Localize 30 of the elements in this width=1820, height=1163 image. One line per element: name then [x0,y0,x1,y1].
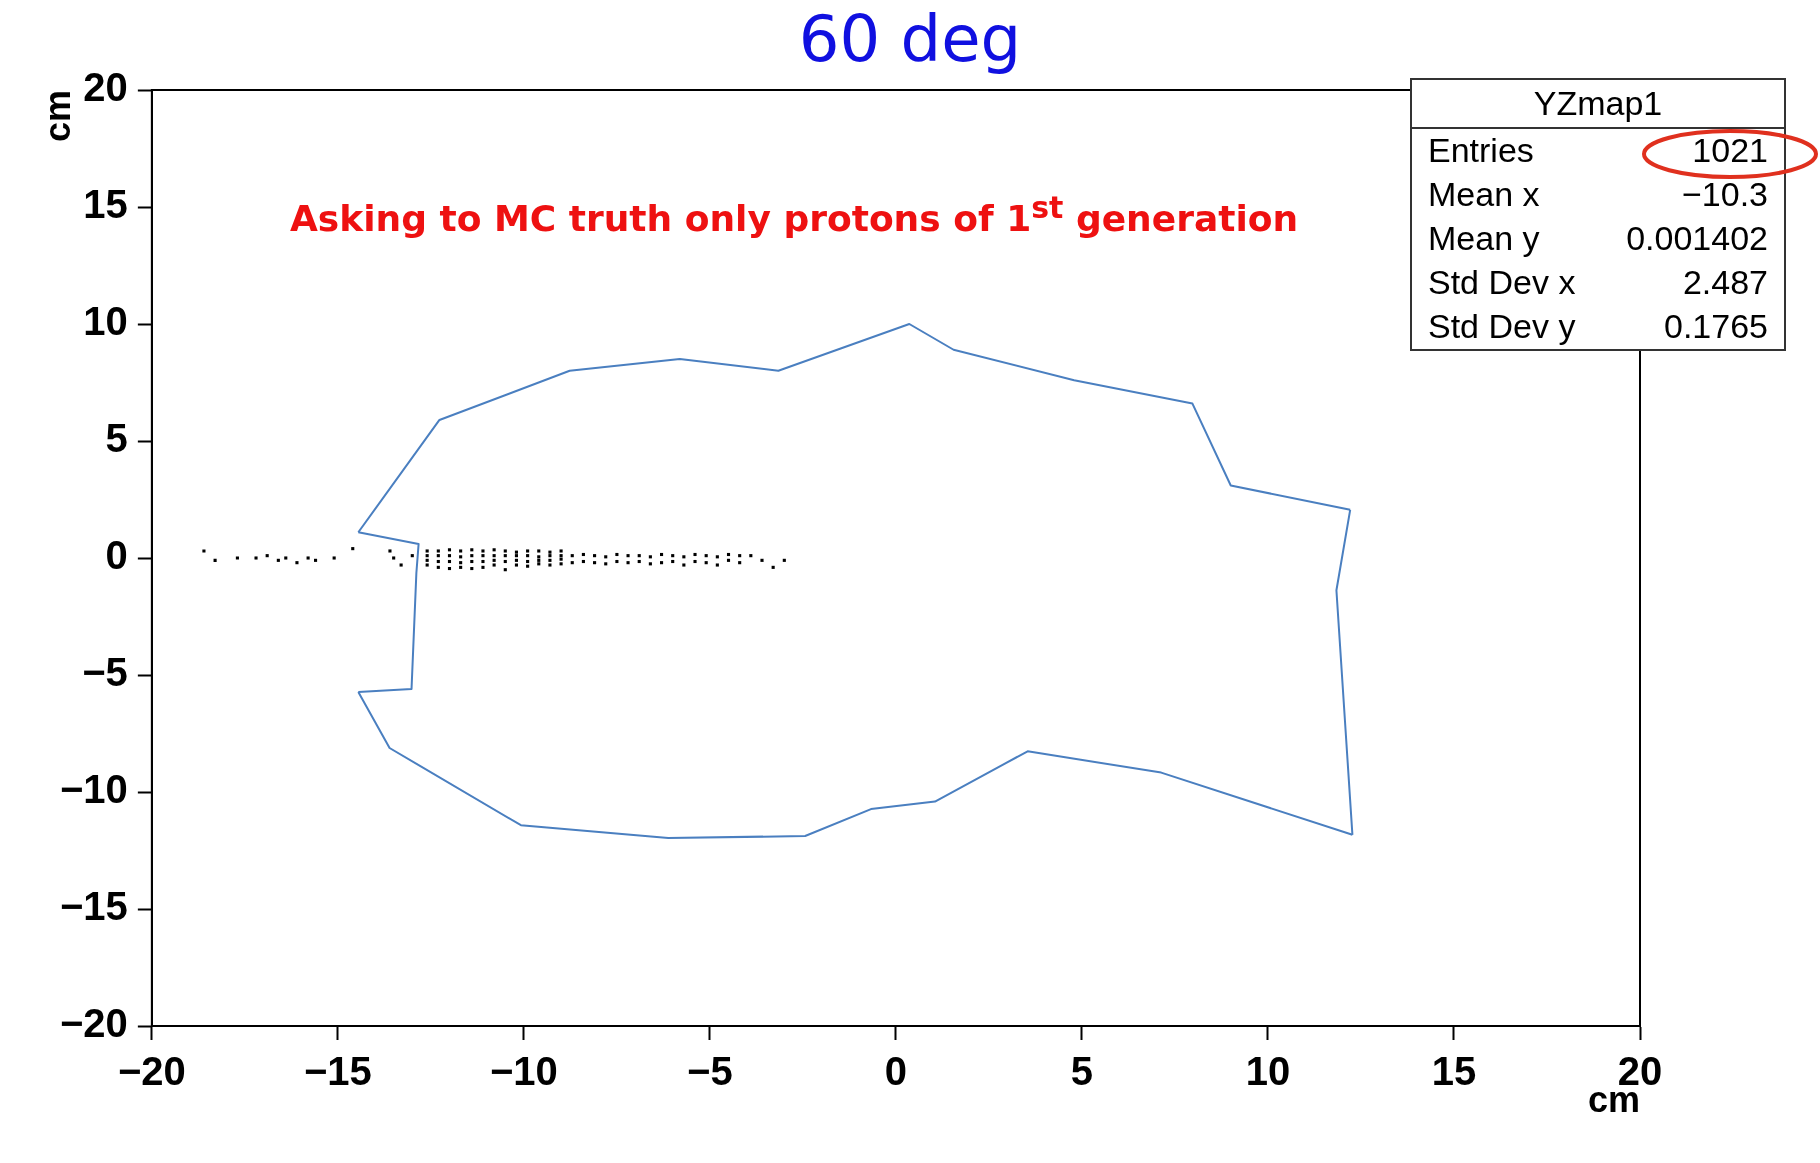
y-tick-label: 10 [83,299,128,344]
annotation: Mean x [1428,175,1540,214]
x-tick-label: −5 [687,1049,733,1094]
y-axis-title: cm [36,90,78,143]
annotation: Entries [1428,131,1534,170]
y-tick-label: −20 [59,1001,128,1046]
annotation: Std Dev x [1428,263,1576,302]
y-tick-label: 15 [83,182,128,227]
text: 0.1765 [1664,307,1768,346]
y-tick-label: −5 [82,650,128,695]
text: −10.3 [1681,175,1768,214]
y-tick-label: 20 [83,65,128,110]
annotation: Std Dev y [1428,307,1576,346]
y-tick-label: 5 [105,416,128,461]
y-tick-label: 0 [105,533,128,578]
x-tick-label: −15 [303,1049,372,1094]
text: 2.487 [1682,263,1768,302]
x-tick-label: 0 [884,1049,908,1094]
annotation: YZmap1 [1412,80,1784,129]
annotation: Mean y [1428,219,1540,258]
annotation: 0.001402 [1626,219,1768,258]
y-tick-label: −10 [59,767,128,812]
chart-title: 60 deg [798,2,1022,76]
annotation: Asking to MC truth only protons of 1$^{st}$ generation [290,190,1299,239]
x-tick-label: −10 [489,1049,558,1094]
text: 1021 [1692,131,1768,170]
x-tick-label: 5 [1070,1049,1094,1094]
x-tick-label: 15 [1431,1049,1477,1094]
y-tick-label: −15 [59,884,128,929]
x-tick-label: 10 [1245,1049,1291,1094]
